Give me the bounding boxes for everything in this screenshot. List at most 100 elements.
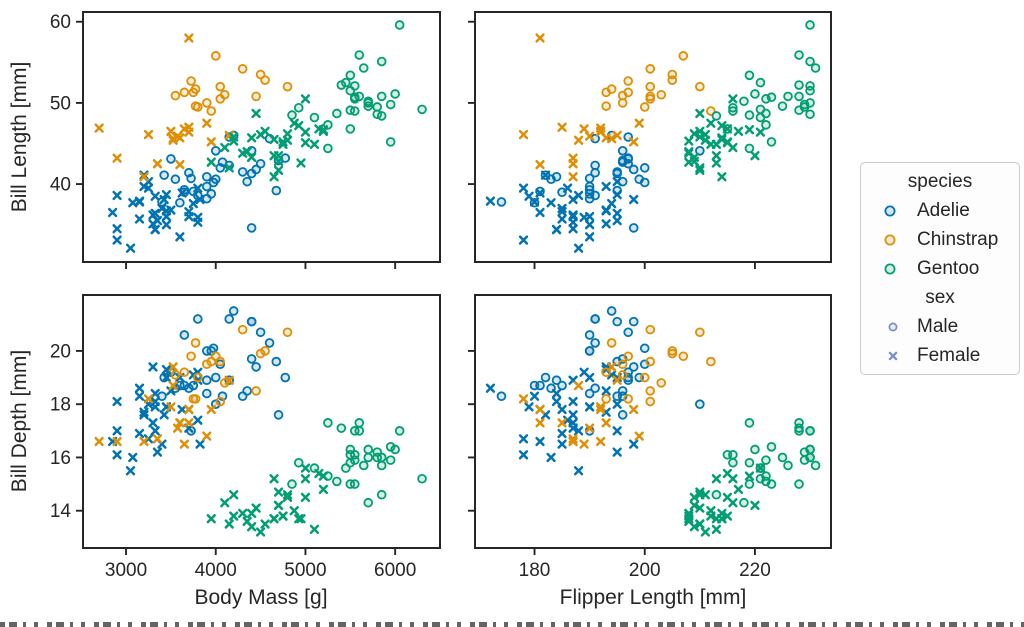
data-point-female [112, 396, 122, 407]
data-point-female [888, 351, 898, 360]
data-point-male [799, 102, 810, 112]
data-point-male [810, 63, 821, 73]
data-point-male [376, 460, 387, 471]
data-point-male [584, 181, 595, 192]
data-point-female [695, 126, 705, 136]
data-point-male [363, 444, 374, 455]
data-point-male [349, 426, 360, 436]
data-point-male [728, 102, 738, 113]
data-point-female [689, 156, 699, 167]
data-point-female [128, 198, 138, 208]
data-point-female [193, 415, 203, 425]
data-point-female [518, 235, 529, 245]
data-point-female [161, 211, 172, 222]
data-point-male [208, 177, 219, 188]
data-point-female [524, 402, 534, 412]
data-point-female [112, 450, 122, 460]
data-point-female [184, 418, 194, 428]
data-point-male [810, 460, 821, 471]
data-point-female [750, 151, 760, 161]
data-point-female [107, 207, 118, 218]
data-point-female [485, 383, 496, 393]
data-point-female [206, 157, 216, 167]
data-point-male [280, 372, 291, 383]
data-point-male [639, 343, 650, 354]
data-point-male [363, 101, 374, 111]
data-point-male [255, 327, 266, 338]
data-point-male [706, 356, 716, 367]
data-point-female [568, 210, 578, 220]
data-point-female [152, 447, 163, 457]
data-point-female [188, 370, 198, 380]
data-point-female [112, 436, 122, 447]
data-point-male [711, 489, 722, 500]
data-point-female [535, 404, 545, 415]
data-point-male [744, 110, 755, 120]
data-point-male [761, 471, 771, 481]
data-point-female [557, 404, 567, 415]
data-point-female [134, 214, 145, 224]
data-point-male [805, 56, 815, 67]
data-point-male [884, 263, 896, 274]
data-point-male [190, 394, 201, 404]
data-point-male [739, 96, 749, 107]
data-point-female [568, 172, 578, 182]
data-point-male [612, 316, 622, 327]
data-point-male [496, 197, 507, 207]
data-point-male [385, 99, 396, 110]
data-point-male [695, 399, 705, 409]
data-point-male [376, 91, 387, 102]
data-point-female [296, 514, 306, 524]
data-point-male [271, 185, 282, 196]
data-point-female [161, 189, 172, 200]
data-point-female [134, 428, 145, 439]
data-point-female [242, 146, 252, 157]
data-point-female [722, 124, 733, 134]
data-point-female [273, 156, 284, 167]
data-point-female [584, 220, 595, 230]
data-point-female [717, 133, 727, 143]
data-point-female [139, 172, 149, 182]
data-point-male [385, 455, 396, 465]
data-point-male [210, 372, 221, 383]
data-point-female [722, 511, 733, 521]
data-point-male [590, 383, 600, 394]
data-point-female [309, 524, 320, 535]
data-point-female [175, 159, 185, 170]
data-point-female [684, 136, 694, 146]
data-point-female [518, 450, 529, 460]
data-point-female [557, 214, 567, 224]
data-point-female [612, 189, 622, 200]
data-point-male [794, 418, 804, 428]
data-point-male [282, 81, 293, 92]
data-point-female [573, 380, 584, 391]
data-point-male [794, 91, 804, 102]
data-point-male [551, 375, 562, 386]
data-point-female [143, 129, 154, 140]
data-point-male [287, 479, 297, 489]
data-point-female [255, 527, 266, 537]
data-point-male [606, 338, 617, 348]
data-point-male [783, 460, 793, 471]
legend-label-adelie: Adelie [917, 199, 970, 221]
data-point-female [584, 402, 595, 412]
data-point-female [150, 224, 160, 235]
data-point-female [148, 362, 158, 372]
data-point-male [186, 76, 196, 86]
data-point-female [159, 194, 169, 205]
data-point-male [201, 346, 212, 356]
data-point-male [336, 423, 347, 433]
data-point-female [175, 232, 185, 242]
data-point-female [112, 235, 122, 245]
data-point-male [623, 76, 634, 86]
data-point-female [612, 375, 622, 385]
data-point-male [363, 452, 374, 463]
data-point-female [318, 471, 329, 481]
data-point-female [300, 94, 311, 104]
data-point-male [695, 81, 705, 92]
data-point-male [237, 64, 248, 74]
data-point-female [300, 138, 311, 148]
data-point-female [546, 198, 556, 208]
data-point-female [529, 391, 540, 401]
